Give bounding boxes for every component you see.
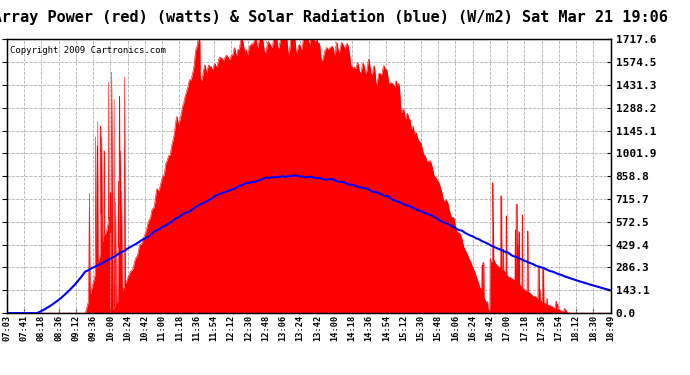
Text: East Array Power (red) (watts) & Solar Radiation (blue) (W/m2) Sat Mar 21 19:06: East Array Power (red) (watts) & Solar R… [0,9,667,26]
Text: Copyright 2009 Cartronics.com: Copyright 2009 Cartronics.com [10,46,166,55]
